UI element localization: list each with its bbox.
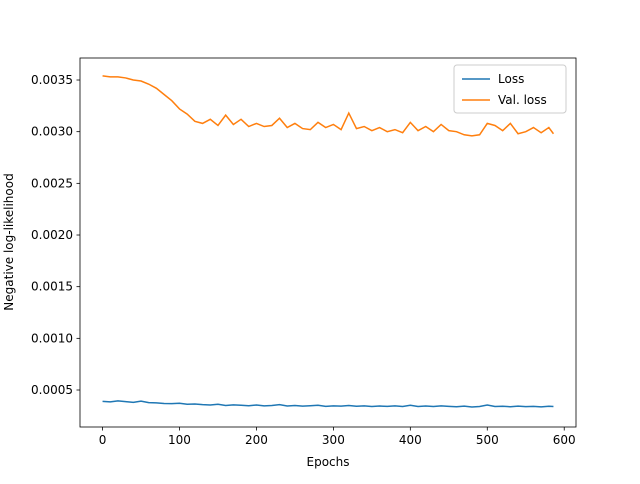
y-tick-label: 0.0030: [31, 125, 73, 139]
x-tick-label: 600: [553, 433, 576, 447]
x-tick-label: 500: [476, 433, 499, 447]
x-tick-label: 200: [245, 433, 268, 447]
x-tick-label: 100: [168, 433, 191, 447]
x-tick-label: 300: [322, 433, 345, 447]
series-line: [102, 75, 555, 137]
y-tick-label: 0.0020: [31, 228, 73, 242]
y-tick-label: 0.0010: [31, 331, 73, 345]
x-axis-label: Epochs: [307, 455, 350, 469]
legend-box: [453, 64, 567, 114]
y-axis-label: Negative log-likelihood: [2, 173, 16, 310]
x-tick-label: 400: [399, 433, 422, 447]
y-tick-label: 0.0005: [31, 383, 73, 397]
legend-label: Val. loss: [498, 93, 547, 107]
plot-frame: [79, 57, 577, 428]
legend: Loss Val. loss: [453, 64, 567, 114]
y-tick-label: 0.0015: [31, 280, 73, 294]
y-tick-label: 0.0025: [31, 176, 73, 190]
legend-label: Loss: [498, 72, 524, 86]
y-tick-label: 0.0035: [31, 73, 73, 87]
x-tick-label: 0: [99, 433, 107, 447]
series-line: [102, 400, 554, 408]
